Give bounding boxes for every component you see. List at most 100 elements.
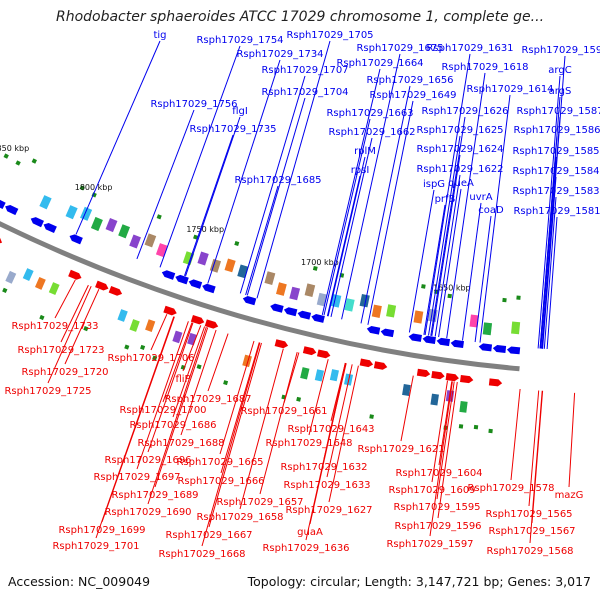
forward-gene-label[interactable]: Rsph17029_1587 bbox=[516, 106, 600, 117]
reverse-gene-label[interactable]: Rsph17029_1688 bbox=[137, 438, 224, 449]
reverse-gene-label[interactable]: Rsph17029_1604 bbox=[395, 468, 482, 479]
reverse-gene-label[interactable]: Rsph17029_1568 bbox=[486, 546, 573, 557]
cog-feature-block bbox=[314, 369, 325, 382]
reverse-gene-label[interactable]: Rsph17029_1690 bbox=[104, 507, 191, 518]
forward-gene-label[interactable]: Rsph17029_1614 bbox=[466, 84, 553, 95]
reverse-gene-label[interactable]: Rsph17029_1643 bbox=[287, 424, 374, 435]
marker-dot bbox=[31, 158, 37, 164]
forward-gene-label[interactable]: argC bbox=[548, 65, 571, 76]
reverse-gene-label[interactable]: Rsph17029_1697 bbox=[93, 472, 180, 483]
forward-gene-label[interactable]: Rsph17029_1754 bbox=[196, 35, 283, 46]
forward-gene-arrow bbox=[188, 279, 203, 289]
reverse-gene-label[interactable]: Rsph17029_1658 bbox=[196, 512, 283, 523]
forward-gene-label[interactable]: Rsph17029_1624 bbox=[416, 144, 503, 155]
forward-gene-label[interactable]: Rsph17029_1662 bbox=[328, 127, 415, 138]
reverse-gene-label[interactable]: Rsph17029_1636 bbox=[262, 543, 349, 554]
forward-gene-arrow bbox=[270, 303, 284, 313]
reverse-gene-label[interactable]: guaA bbox=[297, 527, 323, 538]
reverse-gene-label[interactable]: Rsph17029_1597 bbox=[386, 539, 473, 550]
forward-leader-line bbox=[537, 75, 561, 349]
reverse-gene-label[interactable]: Rsph17029_1648 bbox=[265, 438, 352, 449]
reverse-gene-label[interactable]: Rsph17029_1565 bbox=[485, 509, 572, 520]
reverse-gene-label[interactable]: Rsph17029_1666 bbox=[177, 476, 264, 487]
reverse-gene-label[interactable]: Rsph17029_1725 bbox=[4, 386, 91, 397]
reverse-gene-label[interactable]: Rsph17029_1687 bbox=[164, 394, 251, 405]
forward-gene-label[interactable]: Rsph17029_1704 bbox=[261, 87, 348, 98]
reverse-gene-label[interactable]: Rsph17029_1595 bbox=[393, 502, 480, 513]
reverse-gene-label[interactable]: Rsph17029_1733 bbox=[11, 321, 98, 332]
kbp-tick-label: 1700 kbp bbox=[301, 258, 339, 267]
forward-gene-label[interactable]: Rsph17029_1594 bbox=[521, 45, 600, 56]
forward-gene-label[interactable]: Rsph17029_1581 bbox=[513, 206, 600, 217]
forward-gene-label[interactable]: Rsph17029_1756 bbox=[150, 99, 237, 110]
reverse-gene-label[interactable]: Rsph17029_1701 bbox=[52, 541, 139, 552]
forward-gene-label[interactable]: Rsph17029_1625 bbox=[416, 125, 503, 136]
reverse-gene-label[interactable]: Rsph17029_1621 bbox=[357, 444, 444, 455]
forward-gene-label[interactable]: tig bbox=[153, 30, 166, 41]
reverse-gene-label[interactable]: Rsph17029_1665 bbox=[176, 457, 263, 468]
reverse-gene-arrow bbox=[274, 339, 289, 349]
forward-gene-label[interactable]: Rsph17029_1663 bbox=[326, 108, 413, 119]
reverse-gene-label[interactable]: Rsph17029_1627 bbox=[285, 505, 372, 516]
forward-gene-label[interactable]: Rsph17029_1707 bbox=[261, 65, 348, 76]
reverse-leader-line bbox=[400, 375, 414, 442]
reverse-gene-label[interactable]: fliP bbox=[175, 374, 190, 385]
gene-labels[interactable]: tig Rsph17029_1754 Rsph17029_1705 Rsph17029… bbox=[4, 30, 600, 560]
cog-feature-block bbox=[459, 401, 468, 413]
cog-feature-block bbox=[39, 195, 52, 210]
forward-gene-label[interactable]: Rsph17029_1622 bbox=[416, 164, 503, 175]
reverse-gene-label[interactable]: Rsph17029_1632 bbox=[280, 462, 367, 473]
reverse-gene-label[interactable]: Rsph17029_1700 bbox=[119, 405, 206, 416]
marker-dot bbox=[15, 160, 21, 166]
forward-gene-label[interactable]: ispG bbox=[423, 179, 445, 190]
forward-gene-label[interactable]: Rsph17029_1734 bbox=[236, 49, 323, 60]
forward-gene-label[interactable]: rplM bbox=[354, 146, 376, 157]
reverse-gene-label[interactable]: Rsph17029_1689 bbox=[111, 490, 198, 501]
forward-gene-label[interactable]: Rsph17029_1705 bbox=[286, 30, 373, 41]
kbp-tick-label: 1750 kbp bbox=[186, 225, 224, 234]
reverse-gene-label[interactable]: Rsph17029_1668 bbox=[158, 549, 245, 560]
forward-gene-label[interactable]: uvrA bbox=[469, 192, 492, 203]
forward-gene-label[interactable]: prfB bbox=[435, 194, 456, 205]
forward-gene-label[interactable]: argS bbox=[549, 86, 572, 97]
forward-gene-label[interactable]: Rsph17029_1586 bbox=[513, 125, 600, 136]
forward-gene-label[interactable]: Rsph17029_1735 bbox=[189, 124, 276, 135]
reverse-gene-label[interactable]: Rsph17029_1609 bbox=[388, 485, 475, 496]
cog-feature-block bbox=[482, 322, 493, 336]
reverse-gene-label[interactable]: Rsph17029_1633 bbox=[283, 480, 370, 491]
forward-gene-label[interactable]: Rsph17029_1626 bbox=[421, 106, 508, 117]
reverse-gene-label[interactable]: mazG bbox=[555, 490, 584, 501]
forward-gene-label[interactable]: Rsph17029_1584 bbox=[512, 166, 599, 177]
reverse-gene-label[interactable]: Rsph17029_1696 bbox=[104, 455, 191, 466]
reverse-gene-label[interactable]: Rsph17029_1699 bbox=[58, 525, 145, 536]
forward-gene-label[interactable]: Rsph17029_1656 bbox=[366, 75, 453, 86]
reverse-gene-label[interactable]: Rsph17029_1723 bbox=[17, 345, 104, 356]
forward-gene-label[interactable]: queA bbox=[448, 178, 474, 189]
forward-gene-label[interactable]: flgI bbox=[232, 106, 248, 117]
forward-gene-label[interactable]: Rsph17029_1585 bbox=[512, 146, 599, 157]
reverse-gene-label[interactable]: Rsph17029_1661 bbox=[240, 406, 327, 417]
reverse-gene-label[interactable]: Rsph17029_1686 bbox=[129, 420, 216, 431]
forward-gene-label[interactable]: Rsph17029_1675 bbox=[356, 43, 443, 54]
forward-gene-label[interactable]: coaD bbox=[478, 205, 504, 216]
reverse-gene-label[interactable]: Rsph17029_1706 bbox=[107, 353, 194, 364]
forward-gene-label[interactable]: Rsph17029_1583 bbox=[512, 186, 599, 197]
forward-gene-label[interactable]: Rsph17029_1618 bbox=[441, 62, 528, 73]
reverse-leader-line bbox=[568, 392, 576, 488]
forward-gene-label[interactable]: Rsph17029_1685 bbox=[234, 175, 321, 186]
reverse-leader-line bbox=[172, 326, 206, 418]
reverse-gene-label[interactable]: Rsph17029_1578 bbox=[467, 483, 554, 494]
cog-feature-block bbox=[469, 314, 479, 328]
forward-gene-label[interactable]: Rsph17029_1631 bbox=[426, 43, 513, 54]
forward-leader-line bbox=[541, 116, 561, 349]
forward-leader-line bbox=[185, 116, 241, 277]
reverse-gene-label[interactable]: Rsph17029_1657 bbox=[216, 497, 303, 508]
reverse-gene-label[interactable]: Rsph17029_1596 bbox=[394, 521, 481, 532]
reverse-gene-label[interactable]: Rsph17029_1567 bbox=[488, 526, 575, 537]
forward-gene-label[interactable]: Rsph17029_1649 bbox=[369, 90, 456, 101]
reverse-gene-label[interactable]: Rsph17029_1720 bbox=[21, 367, 108, 378]
forward-gene-label[interactable]: Rsph17029_1664 bbox=[336, 58, 423, 69]
reverse-gene-label[interactable]: Rsph17029_1667 bbox=[165, 530, 252, 541]
forward-gene-label[interactable]: rpsI bbox=[351, 165, 370, 176]
forward-gene-arrow bbox=[506, 346, 521, 355]
